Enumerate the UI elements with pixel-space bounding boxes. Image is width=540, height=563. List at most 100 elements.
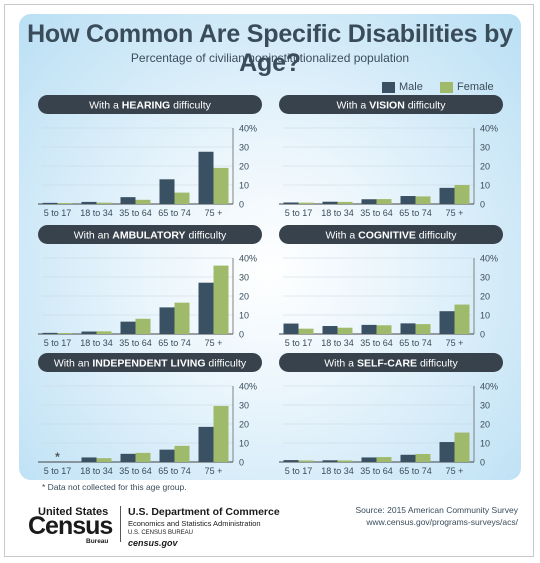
chart-hearing: With a HEARING difficulty 40% 30 20 10 0 5 to … — [38, 95, 262, 218]
x-tick-label: 65 to 74 — [399, 208, 432, 218]
bar-female — [454, 185, 470, 204]
y-tick-label: 0 — [239, 458, 244, 468]
chart-title-bar — [38, 225, 262, 244]
bar-female — [454, 304, 470, 334]
logo-united-states: United States — [38, 506, 109, 518]
logo-bureau: Bureau — [86, 538, 109, 545]
x-tick-label: 35 to 64 — [119, 466, 152, 476]
x-tick-label: 65 to 74 — [158, 338, 191, 348]
y-tick-label: 20 — [239, 162, 249, 172]
bar-male — [81, 331, 97, 334]
bar-male — [283, 202, 299, 204]
x-tick-label: 65 to 74 — [399, 338, 432, 348]
bar-female — [376, 199, 392, 204]
y-tick-label: 40% — [239, 124, 257, 134]
footnote: * Data not collected for this age group. — [42, 482, 187, 492]
x-tick-label: 5 to 17 — [285, 338, 313, 348]
chart-vision: With a VISION difficulty 40% 30 20 10 0 5 to 1… — [279, 95, 503, 218]
bar-male — [439, 442, 455, 462]
chart-ambulatory: With an AMBULATORY difficulty 40% 30 20 10 0 5… — [38, 225, 262, 348]
legend-female-swatch — [440, 81, 453, 93]
dept-name: U.S. Department of Commerce — [128, 506, 280, 518]
dept-website: census.gov — [128, 538, 178, 548]
bar-female — [57, 203, 73, 204]
bar-male — [322, 460, 338, 462]
footer-divider — [120, 506, 121, 542]
x-tick-label: 35 to 64 — [360, 338, 393, 348]
bar-female — [415, 454, 431, 462]
chart-title: With a VISION difficulty — [337, 100, 447, 112]
legend-male: Male — [382, 81, 423, 93]
chart-title-bar — [279, 95, 503, 114]
bar-female — [298, 328, 314, 334]
bar-female — [376, 325, 392, 334]
y-tick-label: 10 — [239, 311, 249, 321]
bar-male — [322, 201, 338, 204]
chart-title: With an INDEPENDENT LIVING difficulty — [54, 358, 247, 370]
bar-female — [213, 167, 229, 204]
bar-female — [213, 265, 229, 334]
bar-male — [400, 323, 416, 334]
bar-female — [337, 460, 353, 462]
x-tick-label: 5 to 17 — [285, 208, 313, 218]
bar-male — [322, 326, 338, 334]
bar-female — [135, 318, 151, 334]
x-tick-label: 18 to 34 — [80, 208, 113, 218]
x-tick-label: 5 to 17 — [44, 466, 72, 476]
x-tick-label: 18 to 34 — [80, 338, 113, 348]
y-tick-label: 0 — [480, 330, 485, 340]
dept-admin: Economics and Statistics Administration — [128, 519, 261, 528]
y-tick-label: 40% — [239, 382, 257, 392]
chart-cognitive: With a COGNITIVE difficulty 40% 30 20 10 0 5 t… — [279, 225, 503, 348]
chart-title: With a HEARING difficulty — [89, 100, 212, 112]
bar-male — [361, 199, 377, 204]
dept-bureau: U.S. CENSUS BUREAU — [128, 530, 194, 536]
bar-male — [283, 323, 299, 334]
chart-title-bar — [279, 353, 503, 372]
bar-female — [135, 452, 151, 462]
bar-male — [120, 453, 136, 462]
bar-female — [337, 327, 353, 334]
bar-male — [42, 202, 58, 204]
x-tick-label: 18 to 34 — [321, 338, 354, 348]
chart-title-bar — [38, 353, 262, 372]
bar-male — [42, 332, 58, 334]
chart-title: With a SELF-CARE difficulty — [324, 358, 458, 370]
logo-census: Census — [28, 512, 113, 540]
legend-female: Female — [440, 81, 494, 93]
bar-female — [415, 324, 431, 334]
bar-male — [198, 151, 214, 204]
legend-female-label: Female — [457, 81, 494, 93]
x-tick-label: 75 + — [446, 466, 464, 476]
bar-female — [174, 192, 190, 204]
bar-female — [96, 458, 112, 462]
missing-data-marker: * — [55, 450, 60, 464]
bar-male — [400, 196, 416, 204]
y-tick-label: 40% — [480, 382, 498, 392]
x-tick-label: 5 to 17 — [285, 466, 313, 476]
page-subtitle: Percentage of civilian noninstitutionali… — [130, 51, 410, 65]
source-line-1: Source: 2015 American Community Survey — [355, 505, 518, 515]
x-tick-label: 75 + — [446, 338, 464, 348]
y-tick-label: 10 — [480, 311, 490, 321]
bar-female — [96, 202, 112, 204]
chart-independent-living: With an INDEPENDENT LIVING difficulty 40%… — [38, 353, 262, 476]
legend-male-swatch — [382, 81, 395, 93]
bar-male — [159, 179, 175, 204]
source-note: Source: 2015 American Community Survey w… — [355, 504, 518, 528]
y-tick-label: 20 — [480, 420, 490, 430]
y-tick-label: 10 — [239, 439, 249, 449]
x-tick-label: 18 to 34 — [80, 466, 113, 476]
y-tick-label: 20 — [239, 420, 249, 430]
legend-male-label: Male — [399, 81, 423, 93]
bar-male — [361, 324, 377, 334]
x-tick-label: 18 to 34 — [321, 466, 354, 476]
bar-female — [337, 201, 353, 204]
bar-female — [57, 333, 73, 334]
bar-male — [120, 321, 136, 334]
x-tick-label: 5 to 17 — [44, 208, 72, 218]
bar-male — [198, 282, 214, 334]
x-tick-label: 65 to 74 — [399, 466, 432, 476]
y-tick-label: 10 — [480, 439, 490, 449]
x-tick-label: 35 to 64 — [119, 338, 152, 348]
